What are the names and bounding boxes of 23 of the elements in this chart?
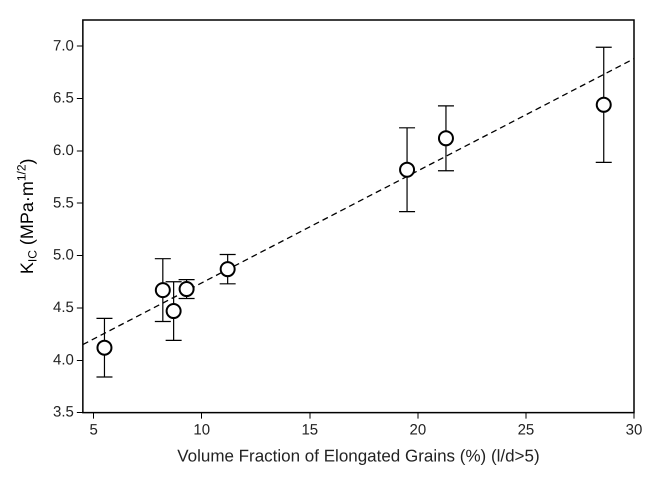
y-tick-label: 5.0 — [52, 246, 74, 264]
y-tick-label: 6.5 — [52, 90, 74, 107]
x-tick-label: 25 — [518, 422, 534, 439]
y-axis-title: KIC (MPa·m1/2) — [14, 158, 40, 274]
point — [96, 340, 112, 356]
y-tick-label: 3.5 — [52, 404, 74, 421]
point — [399, 162, 416, 178]
y-tick-label: 6.0 — [52, 142, 74, 160]
point — [220, 261, 236, 278]
y-tick-label: 4.0 — [52, 351, 74, 368]
y-tick-label: 4.5 — [52, 299, 74, 316]
point — [154, 282, 171, 298]
y-tick-label: 5.5 — [52, 194, 74, 212]
x-tick-label: 30 — [626, 422, 642, 439]
x-tick-label: 15 — [301, 422, 318, 439]
point — [438, 130, 454, 146]
point — [166, 303, 182, 320]
x-axis-title: Volume Fraction of Elongated Grains (%) (l/d>5) — [177, 446, 540, 466]
x-tick-label: 20 — [410, 422, 426, 439]
x-tick-label: 10 — [193, 422, 210, 439]
point — [596, 96, 612, 113]
x-tick-label: 5 — [89, 422, 98, 439]
y-tick-label: 7.0 — [52, 37, 74, 54]
